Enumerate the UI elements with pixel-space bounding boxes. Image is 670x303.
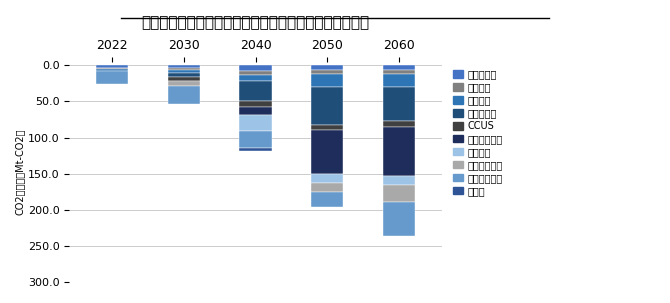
Bar (383, 202, 415, 237)
Bar (168, 70, 200, 73)
Bar (168, 68, 200, 70)
Bar (383, 70, 415, 74)
Bar (383, 185, 415, 202)
Bar (96, 71, 129, 84)
Bar (311, 87, 343, 125)
Bar (311, 183, 343, 192)
Y-axis label: CO2削減量［Mt-CO2］: CO2削減量［Mt-CO2］ (15, 128, 25, 215)
Bar (239, 148, 272, 151)
Bar (168, 81, 200, 86)
Bar (383, 87, 415, 121)
Bar (239, 71, 272, 75)
Legend: 太陽光発電, 水力発電, 地熱発電, アンモニア, CCUS, 自動車電動化, 化石燃料, 森林セクター, 省エネルギー, その他: 太陽光発電, 水力発電, 地熱発電, アンモニア, CCUS, 自動車電動化, … (450, 67, 506, 199)
Bar (168, 65, 200, 68)
Bar (239, 115, 272, 131)
Bar (239, 65, 272, 71)
Bar (383, 65, 415, 70)
Bar (383, 121, 415, 127)
Bar (96, 69, 129, 71)
Bar (168, 73, 200, 77)
Bar (168, 77, 200, 81)
Bar (168, 86, 200, 104)
Bar (311, 125, 343, 130)
Bar (383, 127, 415, 176)
Bar (96, 65, 129, 68)
Bar (311, 130, 343, 174)
Bar (383, 176, 415, 185)
Bar (239, 106, 272, 115)
Bar (383, 74, 415, 87)
Bar (311, 65, 343, 70)
Bar (96, 68, 129, 69)
Bar (311, 70, 343, 74)
Bar (311, 74, 343, 87)
Bar (239, 131, 272, 148)
Bar (311, 192, 343, 207)
Bar (239, 75, 272, 81)
Bar (239, 81, 272, 101)
Bar (239, 101, 272, 106)
Bar (311, 174, 343, 183)
Title: インドネシアにおける日本の貢献（分野別の将来推計）: インドネシアにおける日本の貢献（分野別の将来推計） (141, 15, 370, 30)
